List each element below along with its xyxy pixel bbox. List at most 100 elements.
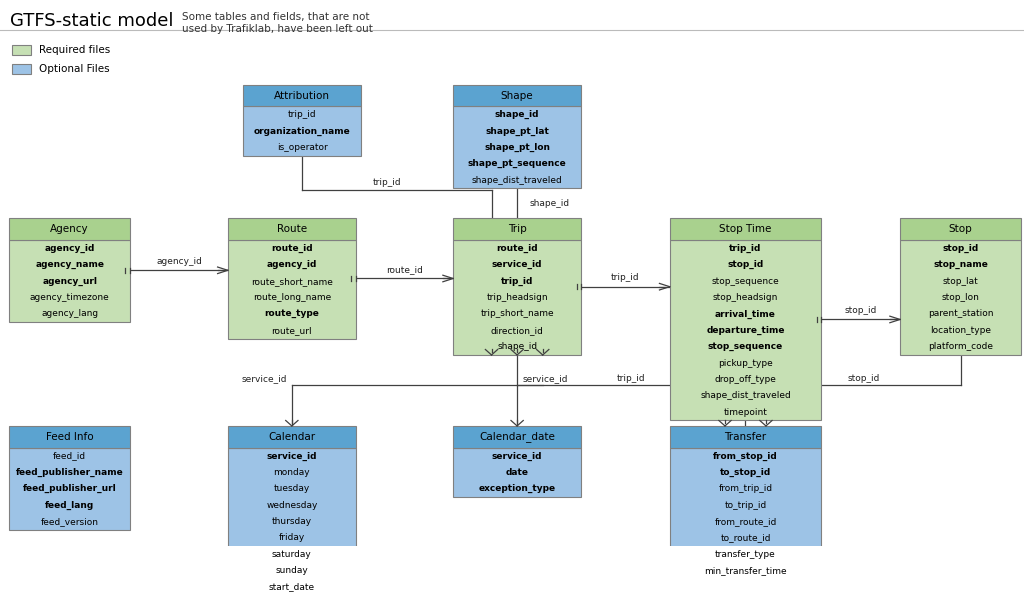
Bar xyxy=(453,219,582,240)
Text: stop_name: stop_name xyxy=(933,261,988,270)
Text: stop_id: stop_id xyxy=(847,374,880,383)
Text: to_stop_id: to_stop_id xyxy=(720,468,771,477)
Text: trip_id: trip_id xyxy=(611,273,640,282)
Text: departure_time: departure_time xyxy=(707,326,784,335)
Text: trip_id: trip_id xyxy=(288,110,316,119)
Text: stop_headsign: stop_headsign xyxy=(713,293,778,302)
Text: feed_publisher_name: feed_publisher_name xyxy=(15,468,124,477)
Text: Attribution: Attribution xyxy=(274,90,330,101)
Text: arrival_time: arrival_time xyxy=(715,310,776,319)
Text: min_transfer_time: min_transfer_time xyxy=(705,566,786,575)
Text: route_url: route_url xyxy=(271,326,312,335)
Text: trip_short_name: trip_short_name xyxy=(480,310,554,319)
Text: monday: monday xyxy=(273,468,310,477)
Text: trip_id: trip_id xyxy=(373,179,400,187)
Text: shape_pt_sequence: shape_pt_sequence xyxy=(468,159,566,168)
Bar xyxy=(9,240,130,322)
Bar xyxy=(244,84,360,107)
Text: from_trip_id: from_trip_id xyxy=(719,484,772,493)
Text: shape_id: shape_id xyxy=(497,342,538,351)
Text: stop_lat: stop_lat xyxy=(943,277,978,286)
Text: Route: Route xyxy=(276,225,307,234)
Text: Calendar_date: Calendar_date xyxy=(479,431,555,442)
Text: pickup_type: pickup_type xyxy=(718,359,773,368)
Text: stop_id: stop_id xyxy=(942,244,979,253)
Text: GTFS-static model: GTFS-static model xyxy=(10,12,174,30)
Text: agency_timezone: agency_timezone xyxy=(30,293,110,302)
Bar xyxy=(453,448,582,497)
Text: from_route_id: from_route_id xyxy=(715,517,776,526)
Text: Agency: Agency xyxy=(50,225,89,234)
Bar xyxy=(670,426,821,448)
Text: organization_name: organization_name xyxy=(254,126,350,135)
Bar xyxy=(453,107,582,189)
Text: agency_url: agency_url xyxy=(42,277,97,286)
Text: stop_id: stop_id xyxy=(845,306,877,315)
Text: drop_off_type: drop_off_type xyxy=(715,375,776,384)
Text: date: date xyxy=(506,468,528,477)
Bar xyxy=(227,219,356,240)
Text: feed_lang: feed_lang xyxy=(45,501,94,510)
Text: Shape: Shape xyxy=(501,90,534,101)
Text: route_long_name: route_long_name xyxy=(253,293,331,302)
Bar xyxy=(900,240,1021,355)
Text: to_trip_id: to_trip_id xyxy=(724,501,767,510)
Bar xyxy=(9,219,130,240)
Bar xyxy=(9,448,130,530)
Bar xyxy=(9,426,130,448)
Text: shape_dist_traveled: shape_dist_traveled xyxy=(472,176,562,184)
Text: transfer_type: transfer_type xyxy=(715,550,776,559)
Bar xyxy=(453,84,582,107)
Text: direction_id: direction_id xyxy=(490,326,544,335)
Bar xyxy=(453,426,582,448)
Bar xyxy=(670,219,821,240)
Text: stop_sequence: stop_sequence xyxy=(708,342,783,351)
Text: route_id: route_id xyxy=(271,244,312,253)
Text: to_route_id: to_route_id xyxy=(720,533,771,542)
Text: wednesday: wednesday xyxy=(266,501,317,510)
Text: agency_name: agency_name xyxy=(35,261,104,270)
Text: friday: friday xyxy=(279,533,305,542)
Bar xyxy=(227,240,356,338)
Text: agency_id: agency_id xyxy=(266,261,317,270)
Text: Optional Files: Optional Files xyxy=(39,64,110,74)
Text: from_stop_id: from_stop_id xyxy=(713,452,778,461)
Text: shape_pt_lon: shape_pt_lon xyxy=(484,143,550,152)
Bar xyxy=(900,219,1021,240)
Text: route_short_name: route_short_name xyxy=(251,277,333,286)
Text: route_id: route_id xyxy=(497,244,538,253)
Text: feed_version: feed_version xyxy=(41,517,98,526)
Text: trip_id: trip_id xyxy=(729,244,762,253)
Text: shape_id: shape_id xyxy=(529,199,569,208)
Text: parent_station: parent_station xyxy=(928,310,993,319)
Text: timepoint: timepoint xyxy=(724,408,767,417)
Text: agency_id: agency_id xyxy=(156,257,202,266)
Text: sunday: sunday xyxy=(275,566,308,575)
Bar xyxy=(670,240,821,420)
Text: feed_id: feed_id xyxy=(53,452,86,461)
Text: Some tables and fields, that are not
used by Trafiklab, have been left out: Some tables and fields, that are not use… xyxy=(182,12,373,34)
Text: is_operator: is_operator xyxy=(276,143,328,152)
Text: route_id: route_id xyxy=(386,265,423,274)
Bar xyxy=(453,240,582,355)
Text: service_id: service_id xyxy=(266,452,317,461)
Text: stop_sequence: stop_sequence xyxy=(712,277,779,286)
Text: Stop: Stop xyxy=(948,225,973,234)
Text: agency_id: agency_id xyxy=(44,244,95,253)
Text: service_id: service_id xyxy=(522,374,567,383)
Text: service_id: service_id xyxy=(492,452,543,461)
Text: platform_code: platform_code xyxy=(928,342,993,351)
Bar xyxy=(670,448,821,579)
Text: Stop Time: Stop Time xyxy=(719,225,772,234)
Text: Feed Info: Feed Info xyxy=(46,432,93,442)
Text: stop_id: stop_id xyxy=(727,261,764,270)
Text: service_id: service_id xyxy=(242,374,287,383)
Text: start_date: start_date xyxy=(268,582,315,592)
Text: Trip: Trip xyxy=(508,225,526,234)
Text: shape_id: shape_id xyxy=(495,110,540,119)
Text: route_type: route_type xyxy=(264,310,319,319)
Text: trip_id: trip_id xyxy=(617,374,645,383)
Text: agency_lang: agency_lang xyxy=(41,310,98,319)
Text: stop_lon: stop_lon xyxy=(942,293,979,302)
Text: exception_type: exception_type xyxy=(478,484,556,494)
